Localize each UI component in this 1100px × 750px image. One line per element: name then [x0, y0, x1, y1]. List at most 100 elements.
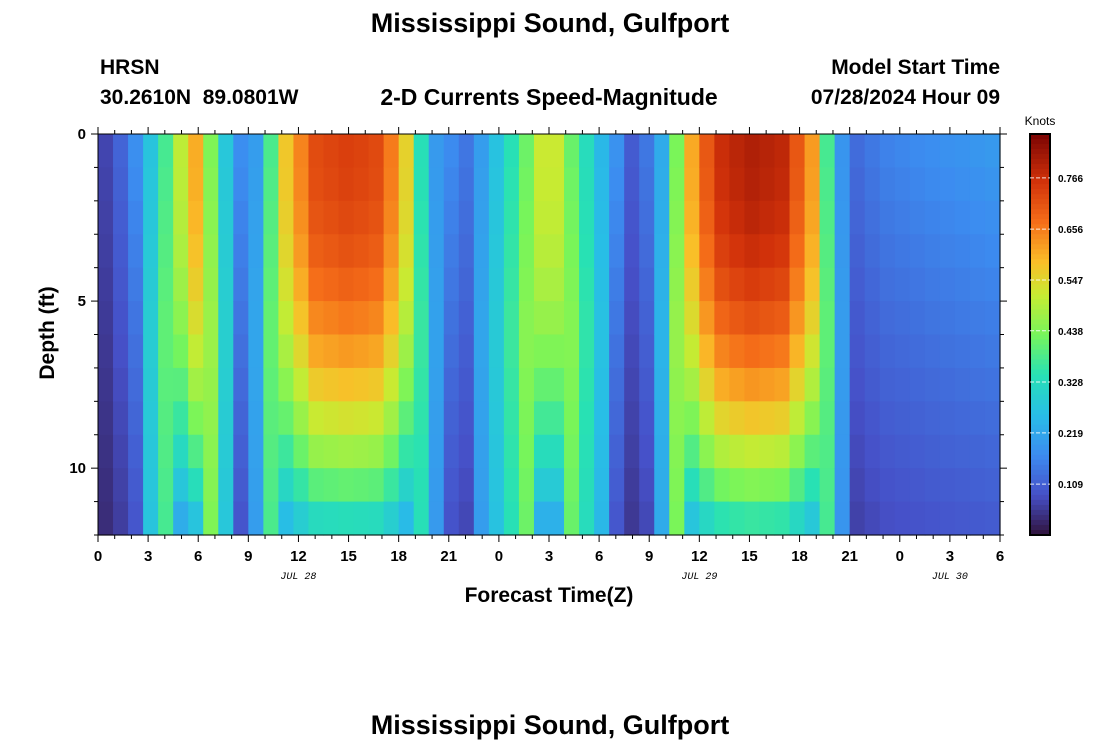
heatmap-cell — [533, 501, 550, 536]
heatmap-cell — [368, 267, 385, 302]
colorbar-segment — [1030, 284, 1050, 290]
heatmap-cell — [684, 468, 700, 503]
heatmap-cell — [624, 200, 640, 235]
heatmap-cell — [984, 501, 1001, 536]
heatmap-cell — [759, 468, 776, 503]
heatmap-cell — [624, 367, 640, 402]
heatmap-cell — [669, 367, 685, 402]
colorbar-segment — [1030, 399, 1050, 406]
heatmap-cell — [323, 334, 340, 369]
heatmap-cell — [819, 234, 836, 269]
heatmap-cell — [278, 200, 295, 235]
heatmap-cell — [383, 301, 400, 336]
heatmap-cell — [894, 301, 911, 336]
heatmap-cell — [804, 468, 821, 503]
heatmap-cell — [413, 434, 430, 469]
heatmap-cell — [609, 200, 625, 235]
heatmap-cell — [564, 267, 580, 302]
heatmap-cell — [473, 200, 490, 235]
heatmap-cell — [113, 134, 129, 169]
colorbar-segment — [1030, 459, 1050, 466]
colorbar-segment — [1030, 364, 1050, 371]
heatmap-cell — [98, 401, 114, 436]
heatmap-cell — [428, 134, 445, 169]
heatmap-cell — [353, 234, 370, 269]
heatmap-cell — [759, 234, 776, 269]
heatmap-cell — [924, 434, 941, 469]
heatmap-cell — [849, 468, 866, 503]
heatmap-cell — [579, 434, 595, 469]
heatmap-cell — [473, 468, 490, 503]
heatmap-cell — [774, 267, 791, 302]
heatmap-cell — [654, 334, 670, 369]
heatmap-cell — [143, 301, 159, 336]
heatmap-cell — [188, 334, 204, 369]
date-label: JUL 30 — [932, 572, 968, 583]
heatmap-cell — [774, 501, 791, 536]
heatmap-cell — [564, 401, 580, 436]
heatmap-cell — [533, 434, 550, 469]
colorbar-segment — [1030, 224, 1050, 230]
heatmap-cell — [669, 401, 685, 436]
colorbar-units: Knots — [1025, 114, 1056, 128]
heatmap-cell — [789, 367, 806, 402]
heatmap-cell — [383, 200, 400, 235]
heatmap-cell — [984, 267, 1001, 302]
heatmap-cell — [473, 134, 490, 169]
heatmap-cell — [353, 401, 370, 436]
heatmap-cell — [473, 267, 490, 302]
heatmap-cell — [849, 401, 866, 436]
heatmap-cell — [744, 501, 761, 536]
heatmap-cell — [518, 301, 535, 336]
heatmap-cell — [849, 301, 866, 336]
heatmap-cell — [744, 434, 761, 469]
heatmap-cell — [248, 167, 264, 202]
heatmap-cell — [639, 301, 655, 336]
heatmap-cell — [443, 167, 460, 202]
heatmap-cell — [879, 434, 896, 469]
heatmap-cell — [909, 367, 926, 402]
heatmap-cell — [263, 134, 279, 169]
heatmap-cell — [263, 434, 279, 469]
colorbar-segment — [1030, 474, 1050, 481]
heatmap-cell — [834, 200, 851, 235]
heatmap-cell — [323, 301, 340, 336]
heatmap-cell — [729, 468, 746, 503]
heatmap-cell — [849, 167, 866, 202]
heatmap-cell — [233, 334, 249, 369]
heatmap-cell — [248, 468, 264, 503]
heatmap-cell — [759, 401, 776, 436]
heatmap-cell — [533, 167, 550, 202]
heatmap-cell — [624, 234, 640, 269]
heatmap-cell — [834, 134, 851, 169]
colorbar-frame — [1029, 133, 1051, 536]
heatmap-cell — [609, 468, 625, 503]
heatmap-cell — [353, 134, 370, 169]
heatmap-cell — [549, 434, 565, 469]
heatmap-cell — [533, 468, 550, 503]
heatmap-cell — [759, 301, 776, 336]
heatmap-cell — [714, 134, 730, 169]
heatmap-cell — [293, 501, 310, 536]
heatmap-cell — [954, 134, 971, 169]
heatmap-cell — [729, 267, 746, 302]
colorbar-segment — [1030, 214, 1050, 220]
heatmap-cell — [473, 301, 490, 336]
heatmap-cell — [969, 134, 986, 169]
colorbar-segment — [1030, 424, 1050, 431]
colorbar-segment — [1030, 204, 1050, 210]
heatmap-cell — [368, 200, 385, 235]
heatmap-cell — [744, 367, 761, 402]
heatmap-cell — [458, 434, 475, 469]
heatmap-cell — [398, 334, 415, 369]
heatmap-cell — [143, 134, 159, 169]
heatmap-cell — [233, 501, 249, 536]
heatmap-cell — [939, 334, 956, 369]
heatmap-cell — [173, 167, 189, 202]
heatmap-cell — [503, 234, 520, 269]
heatmap-cell — [413, 267, 430, 302]
heatmap-cell — [804, 401, 821, 436]
heatmap-cell — [969, 434, 986, 469]
heatmap-cell — [714, 468, 730, 503]
